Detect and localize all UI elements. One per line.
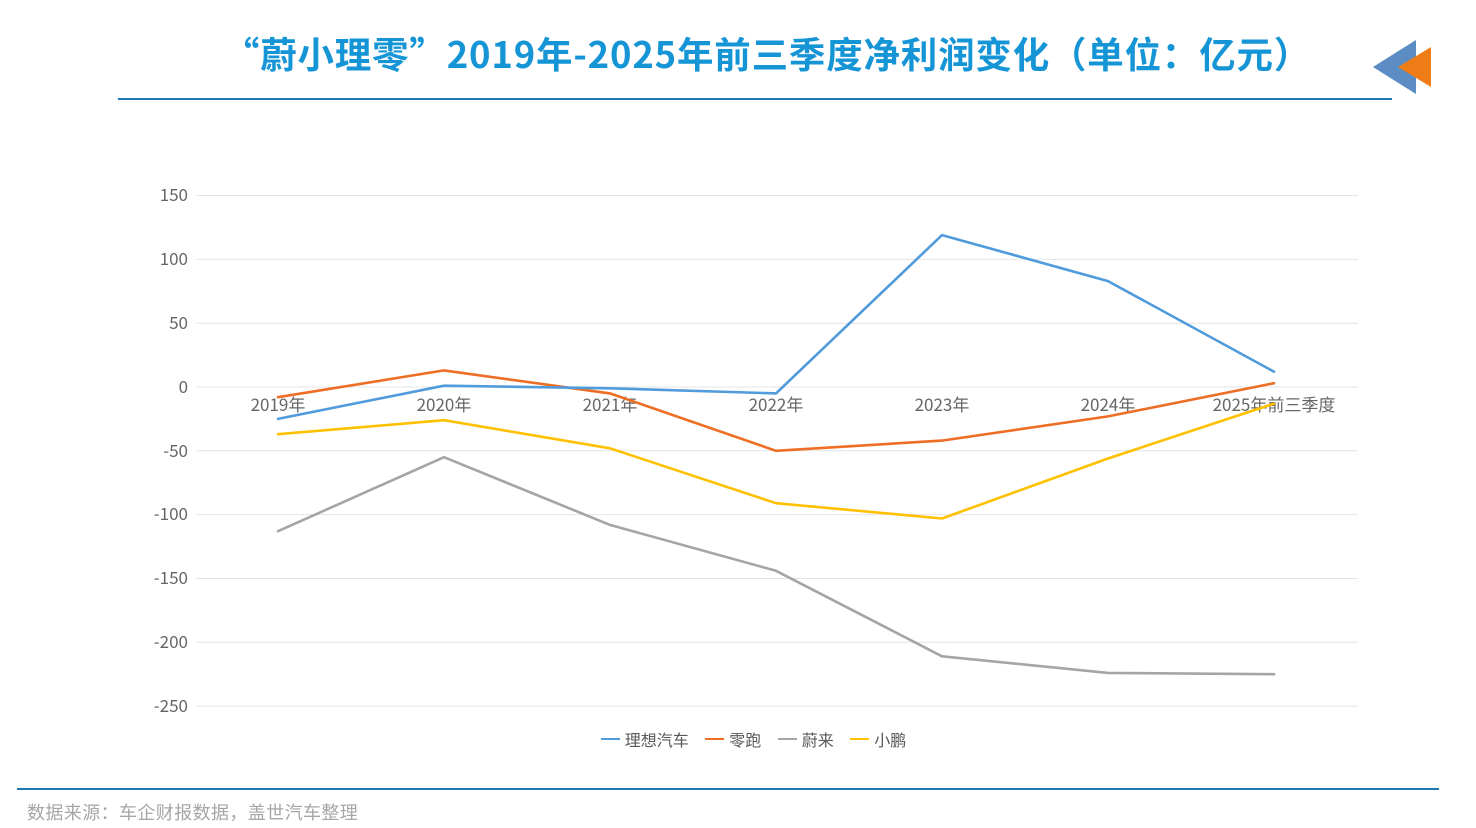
svg-text:2022年: 2022年 <box>749 391 804 416</box>
svg-text:2020年: 2020年 <box>417 391 472 416</box>
svg-text:-200: -200 <box>154 628 188 653</box>
svg-text:150: 150 <box>160 181 188 206</box>
svg-text:0: 0 <box>179 373 188 398</box>
svg-text:2023年: 2023年 <box>915 391 970 416</box>
svg-text:-150: -150 <box>154 564 188 589</box>
svg-text:-100: -100 <box>154 500 188 525</box>
svg-text:50: 50 <box>169 309 188 334</box>
svg-text:100: 100 <box>160 245 188 270</box>
svg-text:-250: -250 <box>154 692 188 717</box>
svg-text:-50: -50 <box>163 437 188 462</box>
